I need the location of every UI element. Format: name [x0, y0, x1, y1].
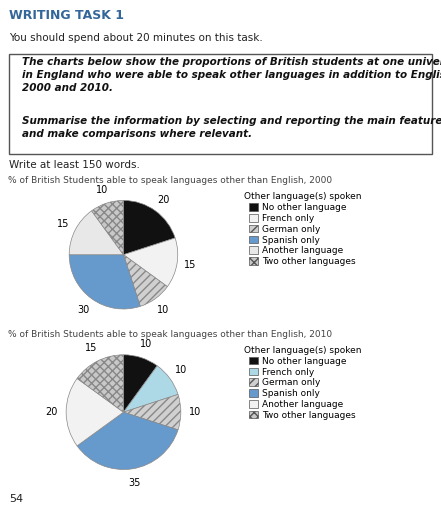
- Wedge shape: [92, 201, 123, 255]
- Text: 54: 54: [9, 494, 23, 504]
- Text: 15: 15: [57, 219, 69, 229]
- Text: WRITING TASK 1: WRITING TASK 1: [9, 9, 124, 22]
- Wedge shape: [69, 211, 123, 255]
- Text: 20: 20: [45, 407, 58, 417]
- Text: 10: 10: [189, 407, 201, 417]
- Wedge shape: [123, 355, 157, 412]
- Wedge shape: [123, 201, 175, 255]
- Wedge shape: [77, 355, 123, 412]
- Text: 10: 10: [139, 339, 152, 349]
- Wedge shape: [123, 394, 181, 430]
- Text: Write at least 150 words.: Write at least 150 words.: [9, 160, 140, 170]
- Text: 10: 10: [157, 305, 169, 314]
- Text: % of British Students able to speak languages other than English, 2010: % of British Students able to speak lang…: [7, 330, 332, 338]
- Text: 30: 30: [78, 305, 90, 314]
- Text: 10: 10: [176, 365, 187, 375]
- Text: 15: 15: [184, 260, 197, 270]
- Wedge shape: [77, 412, 178, 470]
- Wedge shape: [123, 238, 178, 287]
- Text: 10: 10: [97, 185, 108, 195]
- Text: You should spend about 20 minutes on this task.: You should spend about 20 minutes on thi…: [9, 33, 262, 44]
- Text: The charts below show the proportions of British students at one university
in E: The charts below show the proportions of…: [22, 57, 441, 93]
- Wedge shape: [123, 255, 168, 306]
- Text: 15: 15: [85, 343, 97, 353]
- Wedge shape: [123, 366, 178, 412]
- Text: % of British Students able to speak languages other than English, 2000: % of British Students able to speak lang…: [7, 176, 332, 185]
- Text: 20: 20: [157, 195, 169, 205]
- Wedge shape: [66, 378, 123, 446]
- Text: 35: 35: [128, 478, 141, 488]
- Legend: No other language, French only, German only, Spanish only, Another language, Two: No other language, French only, German o…: [243, 345, 362, 421]
- FancyBboxPatch shape: [9, 54, 432, 154]
- Wedge shape: [69, 254, 140, 309]
- Legend: No other language, French only, German only, Spanish only, Another language, Two: No other language, French only, German o…: [243, 191, 362, 267]
- Text: Summarise the information by selecting and reporting the main features,
and make: Summarise the information by selecting a…: [22, 116, 441, 139]
